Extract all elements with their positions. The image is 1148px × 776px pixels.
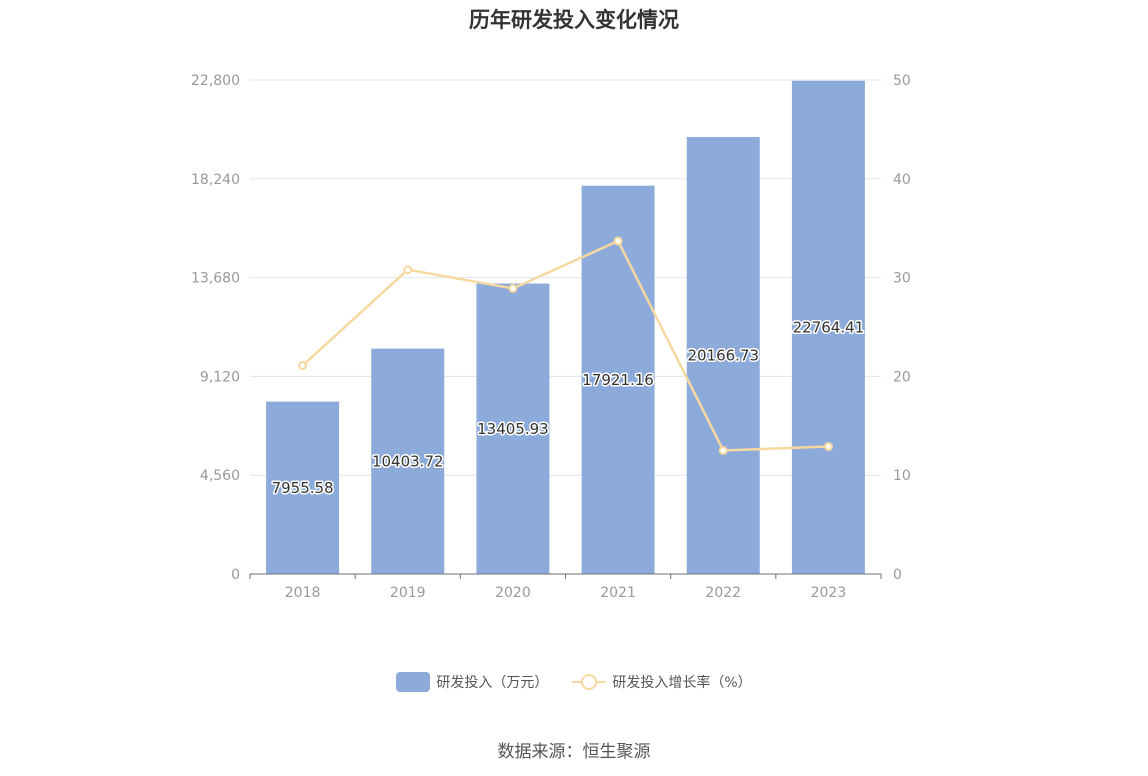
y-left-tick-label: 13,680 [191, 271, 240, 287]
grid-lines [250, 79, 881, 476]
x-tick-label: 2021 [600, 585, 636, 601]
legend-item-rd-investment[interactable]: 研发投入（万元） [396, 672, 548, 692]
y-right-tick-label: 10 [893, 468, 911, 484]
bar-2023 [791, 80, 865, 574]
x-tick-label: 2019 [390, 585, 426, 601]
y-right-tick-label: 50 [893, 73, 911, 89]
source-note: 数据来源：恒生聚源 [497, 742, 651, 762]
growth-rate-point-2022 [718, 446, 728, 455]
growth-rate-point-2020 [508, 283, 518, 293]
legend-label-rd-investment: 研发投入（万元） [436, 675, 549, 691]
bar-series [266, 80, 865, 575]
legend-line-swatch [572, 672, 607, 692]
line-series [298, 236, 833, 455]
bar-2022 [686, 137, 760, 574]
y-left-tick-label: 9,120 [200, 369, 240, 385]
y-right-tick-label: 30 [893, 271, 911, 287]
legend-item-growth-rate[interactable]: 研发投入增长率（%） [572, 672, 752, 692]
bar-data-label: 20166.73 [687, 347, 759, 365]
legend-label-growth-rate: 研发投入增长率（%） [612, 675, 752, 691]
y-left-tick-label: 4,560 [200, 468, 240, 484]
bar-data-label: 13405.93 [477, 420, 549, 438]
y-right-tick-label: 20 [893, 369, 911, 385]
bar-2018 [266, 401, 340, 574]
growth-rate-point-2023 [823, 442, 833, 452]
y-left-tick-label: 18,240 [191, 172, 240, 188]
growth-rate-point-2018 [298, 361, 308, 371]
bar-data-label: 10403.72 [372, 452, 444, 470]
chart-title: 历年研发投入变化情况 [469, 8, 679, 32]
x-tick-label: 2018 [285, 585, 321, 601]
y-left-tick-label: 22,800 [191, 73, 240, 89]
y-right-tick-label: 0 [893, 567, 902, 583]
y-right-tick-label: 40 [893, 172, 911, 188]
bar-2020 [476, 283, 550, 574]
data-labels: 7955.58 10403.72 13405.93 17921.16 20166.73 2… [270, 317, 866, 498]
bar-data-label: 17921.16 [582, 371, 654, 389]
legend: 研发投入（万元） 研发投入增长率（%） [0, 672, 1148, 692]
growth-rate-point-2019 [403, 265, 413, 275]
legend-bar-swatch [396, 672, 431, 692]
bar-2021 [581, 185, 655, 575]
bar-2019 [371, 348, 445, 574]
x-tick-label: 2022 [705, 585, 741, 601]
x-tick-label: 2023 [811, 585, 847, 601]
bar-data-label: 7955.58 [272, 479, 334, 497]
axes: 0 4,560 9,120 13,680 18,240 22,800 0 10 20 30 40 50… [191, 73, 911, 601]
growth-rate-point-2021 [613, 236, 623, 246]
y-left-tick-label: 0 [231, 567, 240, 583]
x-tick-label: 2020 [495, 585, 531, 601]
growth-rate-line [301, 239, 829, 452]
bar-data-label: 22764.41 [793, 318, 865, 336]
